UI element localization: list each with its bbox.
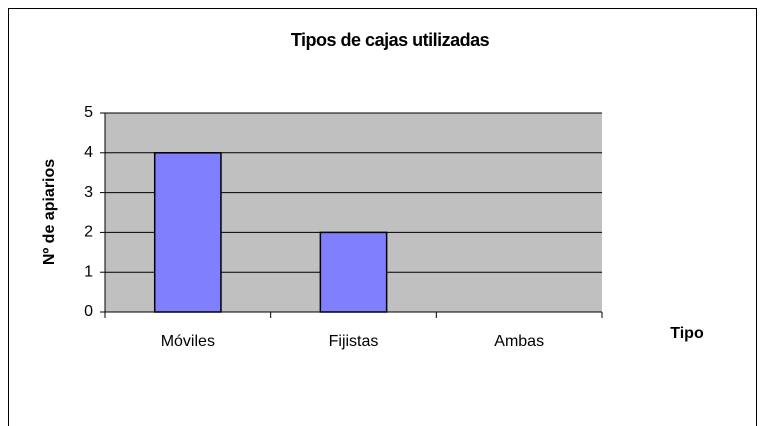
y-tick-label: 5 [84, 104, 93, 121]
chart-title: Tipos de cajas utilizadas [291, 30, 490, 50]
y-tick-label: 4 [84, 144, 93, 161]
x-tick-label: Ambas [494, 333, 544, 350]
x-tick-label: Fijistas [329, 333, 379, 350]
y-axis-label: Nº de apiarios [41, 159, 58, 265]
y-tick-label: 0 [84, 303, 93, 320]
y-tick-label: 2 [84, 224, 93, 241]
x-axis-label: Tipo [670, 325, 704, 342]
bar [319, 231, 388, 313]
x-tick-label: Móviles [161, 333, 215, 350]
bar [153, 152, 222, 313]
y-tick-label: 1 [84, 263, 93, 280]
y-tick-label: 3 [84, 184, 93, 201]
